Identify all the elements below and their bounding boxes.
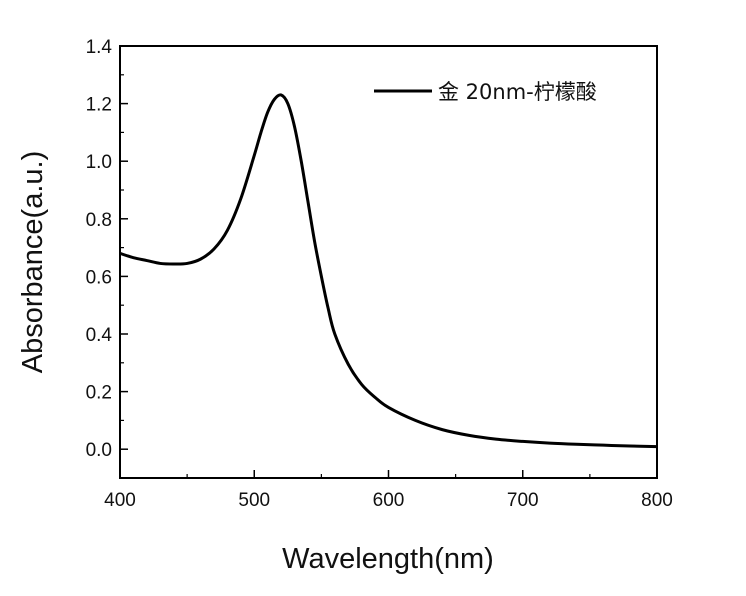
y-tick-label: 0.4 — [86, 325, 113, 346]
y-tick-label: 1.2 — [86, 95, 112, 116]
legend-label: 金 20nm-柠檬酸 — [438, 80, 597, 104]
x-tick-label: 600 — [373, 490, 405, 511]
y-axis-title: Absorbance(a.u.) — [17, 151, 49, 373]
x-axis-title: Wavelength(nm) — [282, 543, 494, 575]
series-line — [119, 93, 658, 449]
y-tick-label: 1.0 — [86, 152, 112, 173]
y-tick-label: 0.6 — [86, 267, 112, 288]
series-layer — [119, 93, 658, 449]
x-tick-label: 500 — [238, 490, 270, 511]
y-tick-label: 0.0 — [86, 440, 112, 461]
axis-tick-labels: 400 500 600 700 800 0.0 0.2 0.4 0.6 0.8 1.0 1.2 1.4 — [86, 37, 673, 511]
x-tick-label: 400 — [104, 490, 136, 511]
x-tick-label: 800 — [641, 490, 673, 511]
y-tick-label: 0.8 — [86, 210, 112, 231]
plot-frame — [119, 45, 658, 479]
axis-ticks — [119, 45, 658, 479]
y-tick-label: 1.4 — [86, 37, 113, 58]
y-tick-label: 0.2 — [86, 383, 112, 404]
x-tick-label: 700 — [507, 490, 539, 511]
legend: 金 20nm-柠檬酸 — [374, 80, 597, 104]
